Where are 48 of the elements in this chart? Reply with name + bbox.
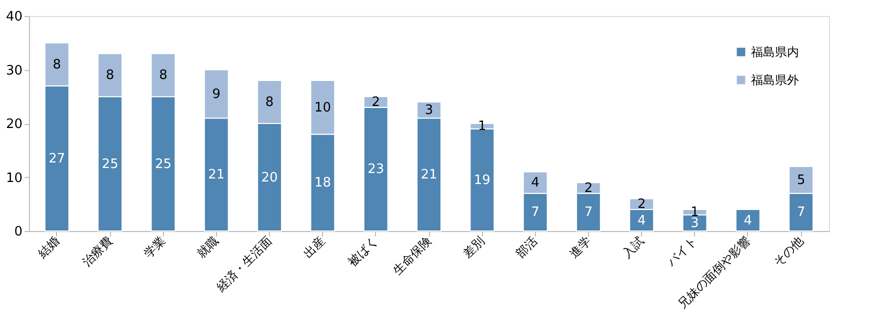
data-label: 20 [261,170,278,186]
y-tick-label: 30 [6,63,22,78]
x-tick-label: 学業 [141,234,168,260]
x-tick-label: 差別 [460,234,488,260]
data-label: 3 [424,103,434,118]
x-tick-label: 被ばく [345,234,381,269]
data-label: 1 [478,119,486,134]
legend-label: 福島県外 [751,73,799,87]
data-label: 4 [531,176,540,191]
data-label: 9 [212,86,221,102]
bar [735,209,760,232]
data-label: 25 [154,156,172,172]
data-label: 8 [159,68,168,84]
data-label: 2 [372,95,380,110]
data-label: 4 [744,213,752,228]
data-label: 8 [265,95,274,110]
data-label: 21 [420,168,438,183]
data-label: 23 [368,162,384,178]
data-label: 27 [48,151,66,166]
data-label: 18 [314,176,331,191]
y-tick-label: 0 [14,224,22,240]
data-label: 7 [796,205,806,220]
data-label: 7 [531,205,540,220]
x-tick-label: 進学 [566,234,594,260]
y-tick-label: 10 [6,170,22,186]
data-label: 25 [102,156,118,172]
x-tick-label: 部活 [513,234,540,260]
y-tick-label: 20 [6,117,22,132]
x-tick-label: バイト [664,234,700,270]
data-label: 8 [52,57,62,72]
x-tick-label: 入試 [620,234,647,260]
y-tick-label: 40 [6,10,22,24]
data-label: 8 [106,68,114,84]
x-tick-label: 出産 [300,234,328,260]
data-label: 4 [637,213,646,228]
x-tick-label: 生命保険 [390,234,434,278]
data-label: 19 [474,172,490,188]
legend-label: 福島県内 [751,45,799,59]
x-tick-label: その他 [770,234,806,269]
x-tick-label: 治療費 [80,234,116,269]
data-label: 10 [314,100,331,116]
x-tick-label: 就職 [194,234,222,260]
x-tick-label: 結婚 [34,234,62,262]
data-label: 5 [796,172,806,188]
data-label: 2 [584,181,593,196]
data-label: 2 [637,197,646,212]
data-label: 7 [584,205,593,220]
data-label: 21 [208,168,225,183]
